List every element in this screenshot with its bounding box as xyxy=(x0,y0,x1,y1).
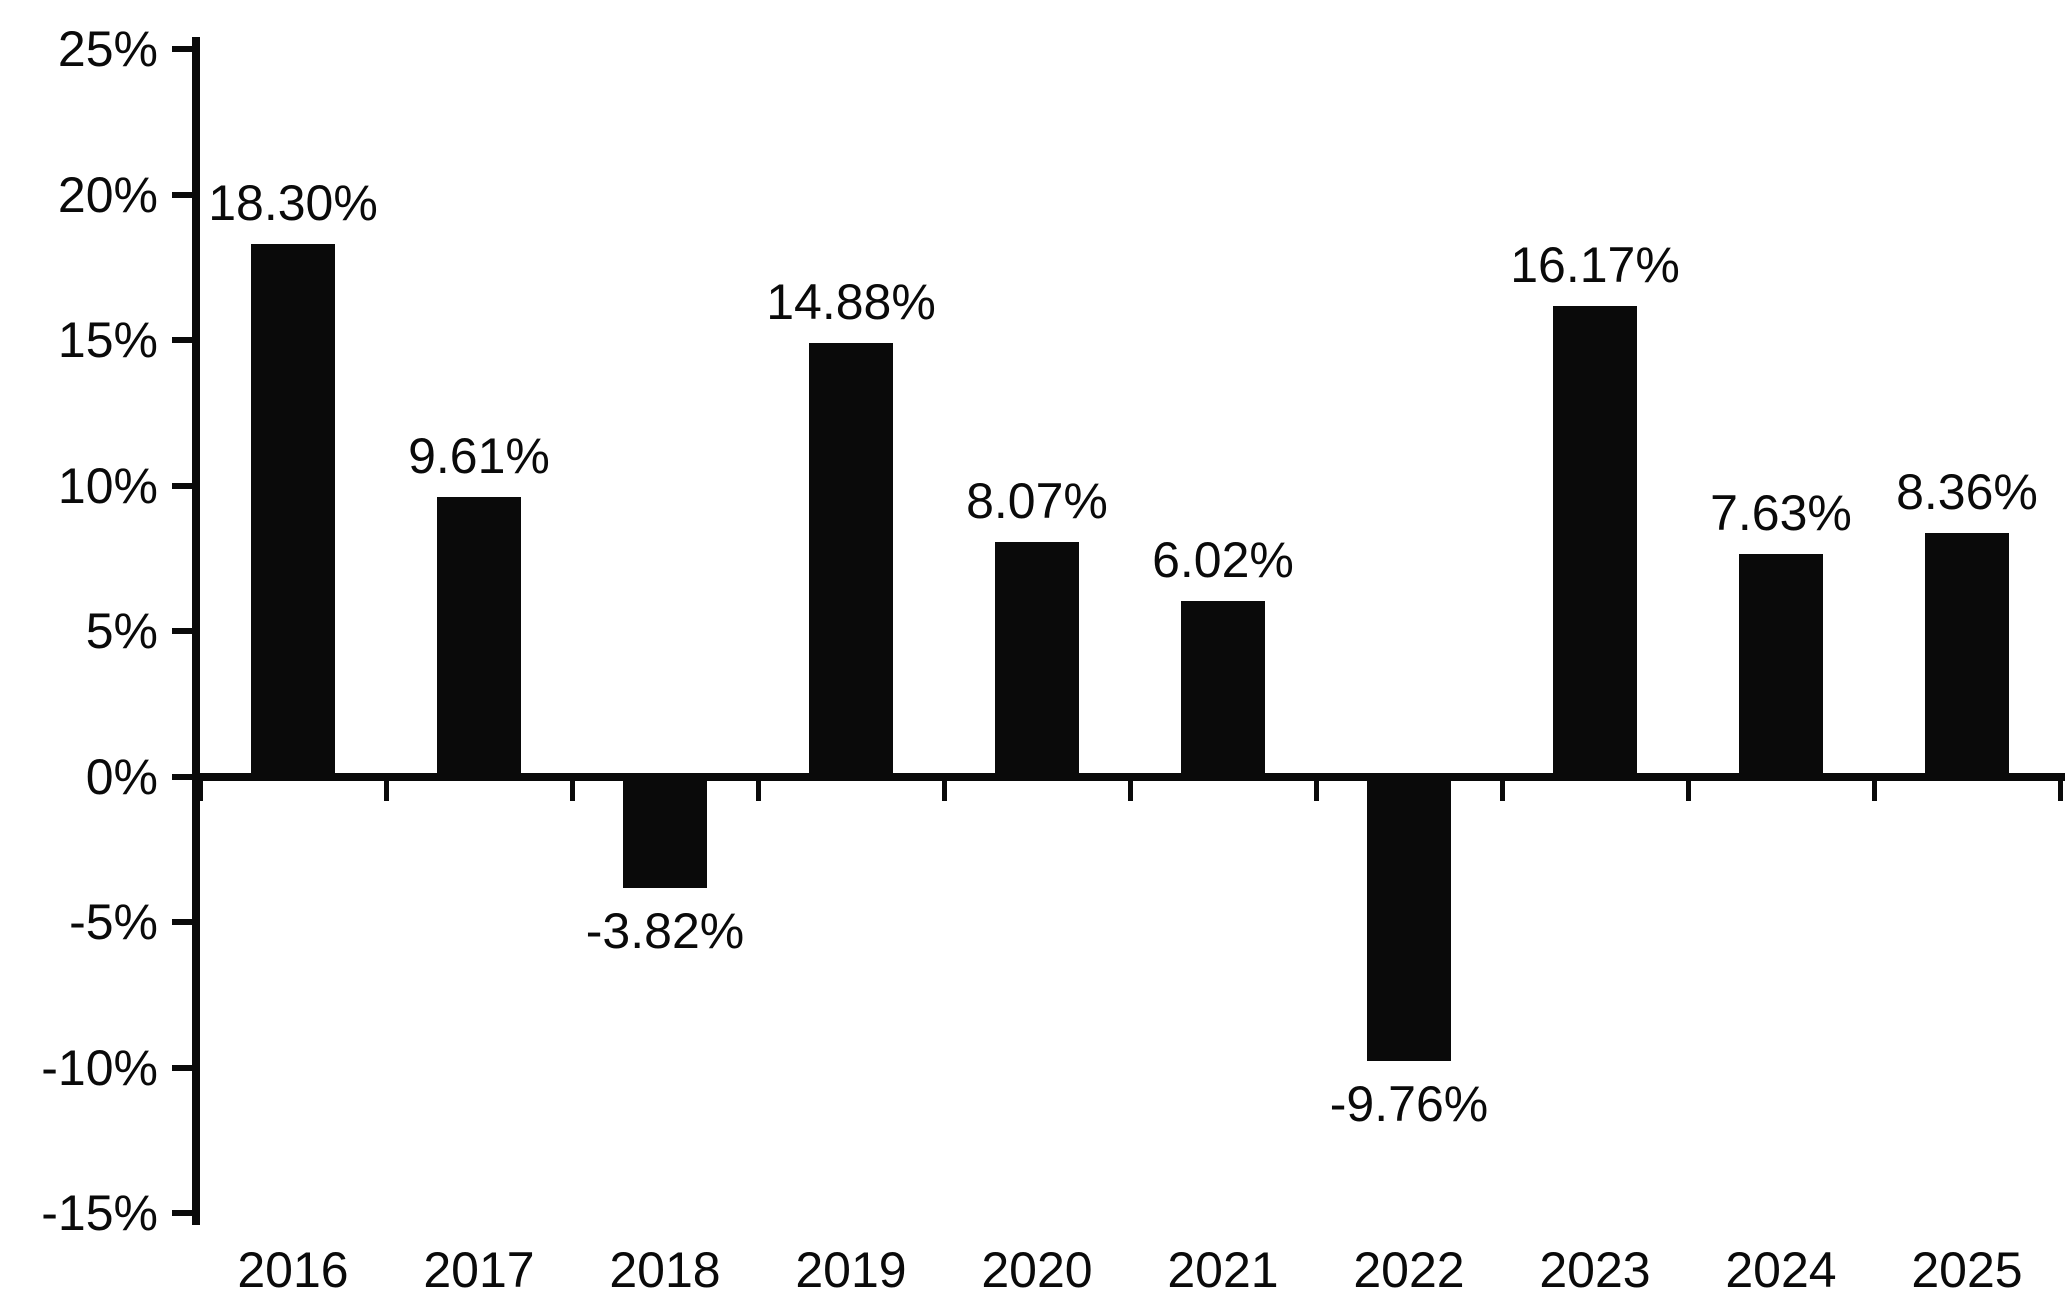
bar-value-label: 18.30% xyxy=(208,174,378,231)
y-tick-label: 0% xyxy=(85,748,158,805)
y-axis-tick xyxy=(172,337,192,343)
y-axis-tick xyxy=(172,191,192,198)
y-axis-tick xyxy=(172,773,192,780)
x-tick-label: 2019 xyxy=(795,1242,907,1298)
x-tick-label: 2025 xyxy=(1911,1242,2023,1298)
bar-value-label: -3.82% xyxy=(585,902,745,959)
x-tick-label: 2018 xyxy=(609,1242,721,1298)
y-axis-tick xyxy=(172,919,192,925)
y-axis-tick xyxy=(172,1064,192,1071)
x-tick-label: 2021 xyxy=(1167,1242,1279,1298)
bar xyxy=(437,496,521,777)
x-axis-tick xyxy=(942,780,947,801)
y-tick-label: -10% xyxy=(41,1039,158,1096)
x-tick-label: 2016 xyxy=(237,1242,349,1298)
bar xyxy=(1367,776,1451,1061)
y-axis-tick xyxy=(172,1210,192,1216)
y-axis-tick xyxy=(172,482,192,489)
x-axis-tick xyxy=(1686,780,1691,801)
x-axis-zero-line xyxy=(200,772,2065,781)
bar-value-label: -9.76% xyxy=(1329,1075,1489,1132)
bar xyxy=(1181,601,1265,777)
y-tick-label: -15% xyxy=(41,1185,158,1241)
bar xyxy=(809,343,893,777)
x-tick-label: 2017 xyxy=(423,1242,535,1298)
x-tick-label: 2022 xyxy=(1353,1242,1465,1298)
bar-value-label: 8.07% xyxy=(966,472,1108,529)
y-axis xyxy=(192,37,200,1225)
y-axis-tick xyxy=(172,46,192,52)
bar xyxy=(1739,554,1823,777)
y-tick-label: 15% xyxy=(57,312,158,368)
x-axis-tick xyxy=(756,780,761,801)
y-tick-label: 5% xyxy=(85,603,158,659)
bar xyxy=(1925,533,2009,777)
bar-value-label: 8.36% xyxy=(1896,464,2038,521)
x-axis-tick xyxy=(384,780,389,801)
x-axis-tick xyxy=(1872,780,1877,801)
bar-value-label: 7.63% xyxy=(1710,485,1852,542)
x-axis-tick xyxy=(2058,780,2063,801)
x-tick-label: 2020 xyxy=(981,1242,1093,1298)
y-tick-label: 10% xyxy=(57,457,158,514)
y-tick-label: 20% xyxy=(57,166,158,223)
y-axis-tick xyxy=(172,628,192,634)
x-tick-label: 2024 xyxy=(1725,1242,1837,1298)
bar xyxy=(1553,305,1637,777)
bar-value-label: 6.02% xyxy=(1152,532,1294,589)
bar xyxy=(623,776,707,888)
bar xyxy=(995,541,1079,777)
bar-value-label: 14.88% xyxy=(766,274,936,331)
x-axis-tick xyxy=(1128,780,1133,801)
x-axis-tick xyxy=(1314,780,1319,801)
bar-value-label: 16.17% xyxy=(1510,236,1680,293)
bar xyxy=(251,243,335,777)
x-axis-tick xyxy=(1500,780,1505,801)
bar-value-label: 9.61% xyxy=(408,427,550,484)
y-tick-label: -5% xyxy=(69,894,158,950)
y-tick-label: 25% xyxy=(57,21,158,77)
x-axis-tick xyxy=(198,780,203,801)
x-tick-label: 2023 xyxy=(1539,1242,1651,1298)
x-axis-tick xyxy=(570,780,575,801)
